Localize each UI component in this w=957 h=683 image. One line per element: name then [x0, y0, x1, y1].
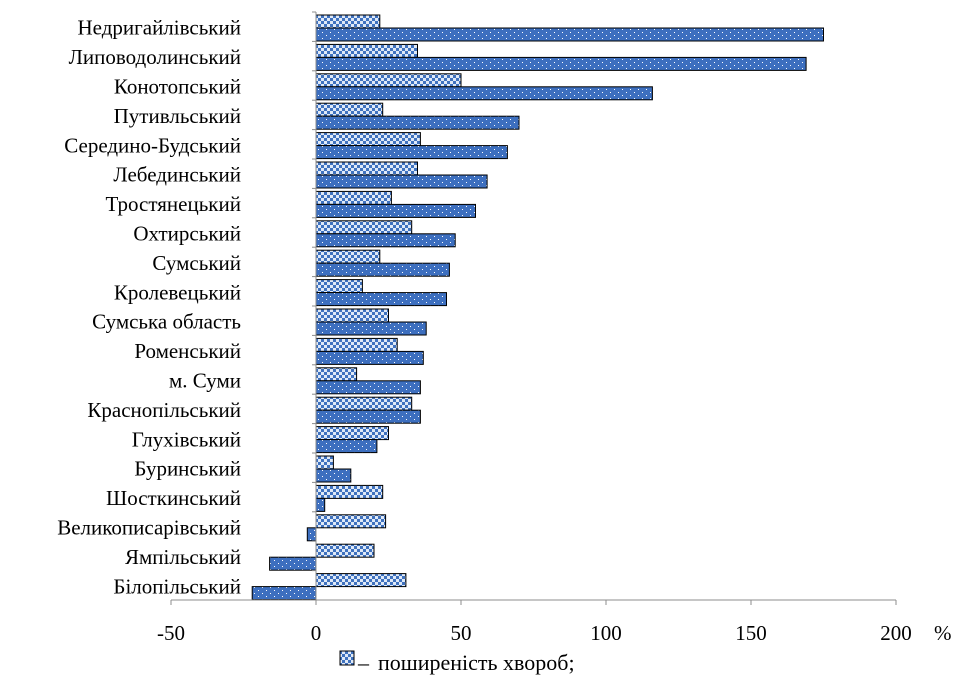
bar-prevalence [315, 455, 334, 470]
x-axis-unit: % [934, 621, 952, 645]
x-tick-label: 200 [880, 621, 912, 645]
bar-series-2 [315, 56, 807, 71]
category-label: Сумський [152, 251, 241, 275]
bar-series-2 [315, 262, 450, 277]
axes-group: -50 0 50 100 150 200% [157, 11, 952, 645]
category-label: Путивльський [114, 104, 241, 128]
bar-series-2 [315, 409, 421, 424]
bar-prevalence [315, 279, 363, 294]
category-label: Недригайлівський [78, 16, 242, 40]
bars-group [251, 14, 824, 601]
bar-prevalence [315, 161, 418, 176]
x-tick-label: -50 [157, 621, 185, 645]
bar-series-2 [315, 292, 447, 307]
bar-prevalence [315, 132, 421, 147]
bar-series-2 [315, 86, 653, 101]
bar-prevalence [315, 484, 384, 499]
bar-series-2 [269, 556, 317, 571]
category-labels-group: Недригайлівський Липоводолинський Конотопс… [57, 16, 241, 599]
bar-series-2 [315, 27, 824, 42]
bar-prevalence [315, 102, 384, 117]
bar-prevalence [315, 190, 392, 205]
x-tick-label: 0 [311, 621, 322, 645]
bar-series-2 [315, 174, 488, 189]
bar-series-2 [315, 321, 427, 336]
category-label: Охтирський [133, 222, 241, 246]
category-label: Краснопільський [87, 398, 241, 422]
x-tick-label: 150 [735, 621, 767, 645]
bar-prevalence [315, 220, 413, 235]
bar-prevalence [315, 249, 381, 264]
bar-prevalence [315, 43, 418, 58]
bar-series-2 [315, 468, 352, 483]
bar-prevalence [315, 367, 358, 382]
bar-series-2 [315, 115, 520, 130]
legend-label: поширеність хвороб; [378, 650, 575, 675]
category-label: Сумська область [92, 310, 241, 334]
bar-series-2 [251, 586, 317, 601]
bar-prevalence [315, 396, 413, 411]
legend: – поширеність хвороб; [339, 650, 575, 675]
category-label: Шосткинський [106, 486, 241, 510]
bar-series-2 [315, 497, 326, 512]
category-label: Конотопський [114, 75, 241, 99]
bar-prevalence [315, 73, 462, 88]
category-label: Кролевецький [114, 280, 241, 304]
category-label: Роменський [134, 339, 241, 363]
bar-prevalence [315, 573, 407, 588]
category-label: Тростянецький [106, 192, 242, 216]
bar-prevalence [315, 337, 398, 352]
category-label: Великописарівський [57, 516, 241, 540]
category-label: Середино-Будський [64, 133, 241, 157]
bar-prevalence [315, 543, 375, 558]
bar-series-2 [306, 527, 317, 542]
bar-prevalence [315, 14, 381, 29]
bar-series-2 [315, 233, 456, 248]
x-tick-label: 50 [451, 621, 472, 645]
bar-series-2 [315, 380, 421, 395]
legend-separator: – [357, 650, 370, 675]
category-label: Ямпільський [125, 545, 241, 569]
bar-prevalence [315, 308, 389, 323]
bar-prevalence [315, 514, 387, 529]
bar-series-2 [315, 350, 424, 365]
bar-prevalence [315, 426, 389, 441]
bar-series-2 [315, 439, 378, 454]
category-label: Лебединський [113, 163, 241, 187]
category-label: Буринський [134, 457, 241, 481]
bar-series-2 [315, 203, 476, 218]
legend-marker-checker [339, 650, 355, 666]
bar-series-2 [315, 145, 508, 160]
category-label: Глухівський [132, 427, 241, 451]
category-label: м. Суми [169, 369, 241, 393]
category-label: Липоводолинський [69, 45, 241, 69]
x-tick-label: 100 [590, 621, 622, 645]
category-label: Білопільський [113, 574, 241, 598]
